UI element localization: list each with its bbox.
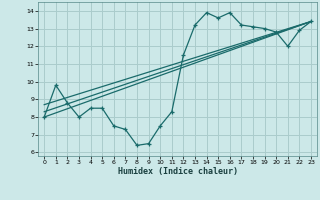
- X-axis label: Humidex (Indice chaleur): Humidex (Indice chaleur): [118, 167, 238, 176]
